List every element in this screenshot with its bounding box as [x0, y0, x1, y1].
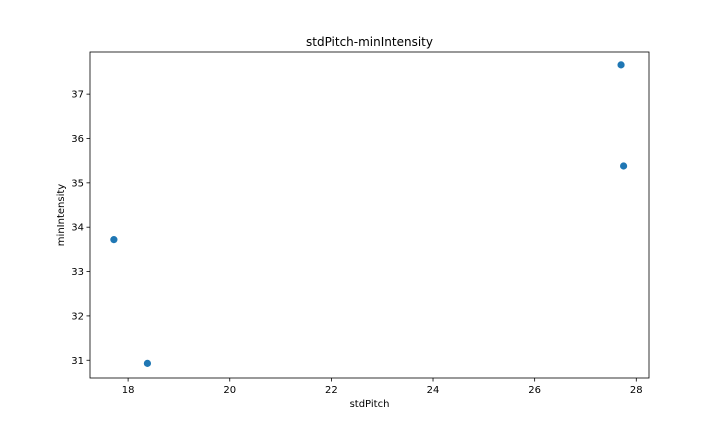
x-tick-label: 20: [223, 385, 236, 396]
x-axis: 18 20 22 24 26 28: [122, 378, 643, 396]
x-tick-label: 26: [528, 385, 541, 396]
x-tick-label: 28: [630, 385, 643, 396]
y-tick-label: 35: [71, 178, 84, 189]
plot-frame: [89, 51, 650, 379]
x-tick-label: 24: [427, 385, 440, 396]
x-tick-label: 18: [122, 385, 135, 396]
y-tick-label: 31: [71, 356, 84, 367]
chart-title: stdPitch-minIntensity: [306, 35, 433, 49]
data-point: [617, 61, 625, 69]
data-point: [110, 236, 118, 244]
data-points: [110, 61, 628, 367]
x-tick-label: 22: [325, 385, 338, 396]
data-point: [143, 359, 152, 367]
y-tick-label: 32: [71, 311, 84, 322]
x-axis-label: stdPitch: [350, 399, 390, 410]
y-axis-label: minIntensity: [56, 184, 67, 246]
data-point: [619, 162, 628, 170]
y-tick-label: 33: [71, 267, 84, 278]
y-axis: 31 32 33 34 35 36 37: [71, 90, 90, 367]
y-tick-label: 36: [71, 134, 84, 145]
y-tick-label: 34: [71, 223, 84, 234]
y-tick-label: 37: [71, 90, 84, 101]
